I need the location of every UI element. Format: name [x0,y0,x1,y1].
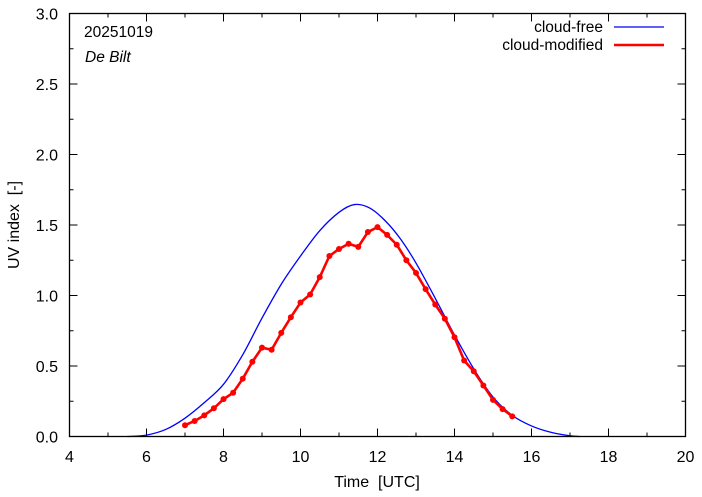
x-tick-label: 18 [600,449,618,466]
data-point-cloud-modified [393,241,400,248]
x-tick-label: 14 [446,449,464,466]
data-point-cloud-modified [441,315,448,322]
data-point-cloud-modified [307,291,314,298]
data-point-cloud-modified [461,357,468,364]
data-point-cloud-modified [191,417,198,424]
data-point-cloud-modified [201,412,208,419]
data-point-cloud-modified [413,269,419,276]
x-tick-label: 6 [142,449,151,466]
data-point-cloud-modified [239,375,246,382]
y-tick-label: 2.0 [36,148,58,165]
data-point-cloud-modified [249,358,256,365]
data-point-cloud-modified [259,344,265,351]
data-point-cloud-modified [355,243,362,250]
x-tick-label: 12 [369,449,387,466]
x-tick-label: 10 [292,449,310,466]
legend-label-cloud-modified: cloud-modified [502,37,603,54]
data-point-cloud-modified [297,299,304,306]
data-point-cloud-modified [287,314,294,321]
data-point-cloud-modified [364,229,371,236]
data-point-cloud-modified [480,382,487,389]
data-point-cloud-modified [422,286,429,293]
axis-ticks [69,13,686,437]
data-point-cloud-modified [384,231,391,238]
data-point-cloud-modified [432,301,439,308]
data-point-cloud-modified [403,257,410,264]
y-tick-label: 2.5 [36,77,58,94]
plot-frame [68,12,687,438]
data-point-cloud-modified [316,274,323,281]
annotation-date: 20251019 [84,24,153,41]
data-point-cloud-modified [509,413,516,420]
data-point-cloud-modified [326,253,333,260]
data-point-cloud-modified [182,422,188,429]
y-axis-label: UV index [-] [6,181,23,269]
data-point-cloud-modified [345,240,352,247]
y-tick-label: 3.0 [36,7,58,24]
data-point-cloud-modified [374,224,381,231]
x-tick-labels: 4 6 8 10 12 14 16 18 20 [65,449,694,466]
data-point-cloud-modified [210,405,217,412]
x-tick-label: 16 [523,449,541,466]
series-line-cloud-free [127,203,580,438]
data-point-cloud-modified [470,368,477,375]
y-tick-label: 0.5 [36,359,58,376]
y-tick-labels: 0.0 0.5 1.0 1.5 2.0 2.5 3.0 [36,7,58,447]
legend: cloud-free cloud-modified [502,19,664,54]
data-point-cloud-modified [278,329,285,336]
annotation-location: De Bilt [85,49,131,66]
data-point-cloud-modified [268,346,275,353]
y-tick-label: 1.0 [36,289,58,306]
series-layer [127,203,580,438]
data-point-cloud-modified [230,389,237,396]
y-tick-label: 0.0 [36,430,58,447]
x-tick-label: 8 [219,449,228,466]
y-tick-label: 1.5 [36,218,58,235]
data-point-cloud-modified [499,406,506,413]
x-tick-label: 4 [65,449,74,466]
data-point-cloud-modified [451,334,458,341]
x-tick-label: 20 [677,449,695,466]
data-point-cloud-modified [336,245,342,252]
data-point-cloud-modified [220,396,227,403]
legend-label-cloud-free: cloud-free [534,19,603,36]
x-axis-label: Time [UTC] [334,474,420,491]
data-point-cloud-modified [490,396,496,403]
